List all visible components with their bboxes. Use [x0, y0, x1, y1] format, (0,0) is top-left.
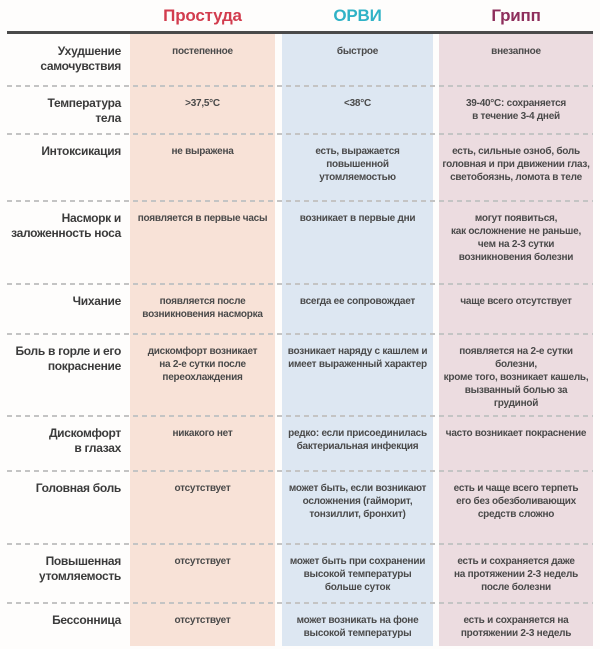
row-label: Головная боль	[35, 481, 122, 495]
orvi-cell: есть, выражается повышенной утомляемость…	[315, 146, 400, 183]
cold-cell: отсутствует	[174, 615, 231, 626]
flu-cell: появляется на 2-е сутки болезни, кроме т…	[443, 346, 589, 409]
row-label: Температура тела	[47, 96, 122, 125]
column-header-cold: Простуда	[163, 5, 242, 25]
orvi-cell: редко: если присоединилась бактериальная…	[288, 428, 427, 452]
row-label: Ухудшение самочувствия	[40, 44, 121, 73]
table-row: Повышенная утомляемость отсутствует може…	[0, 544, 600, 604]
column-header-orvi: ОРВИ	[333, 5, 382, 25]
orvi-cell: может быть при сохранении высокой темпер…	[289, 556, 426, 593]
cold-cell: появляется в первые часы	[137, 213, 268, 224]
cold-cell: никакого нет	[172, 428, 233, 439]
cold-cell: >37,5°С	[185, 98, 220, 109]
flu-cell: есть и чаще всего терпеть его без обезбо…	[453, 483, 579, 520]
flu-cell: есть, сильные озноб, боль головная и при…	[442, 146, 590, 183]
flu-cell: 39-40°С: сохраняется в течение 3-4 дней	[465, 98, 567, 122]
header-divider	[7, 31, 593, 34]
orvi-cell: может быть, если возникают осложнения (г…	[288, 483, 427, 520]
column-header-flu: Грипп	[491, 5, 541, 25]
orvi-cell: быстрое	[336, 46, 379, 57]
orvi-cell: возникает наряду с кашлем и имеет выраже…	[287, 346, 428, 370]
table-row: Температура тела >37,5°С <38°С 39-40°С: …	[0, 86, 600, 135]
flu-cell: часто возникает покраснение	[445, 428, 587, 439]
orvi-cell: <38°С	[344, 98, 371, 109]
orvi-cell: всегда ее сопровождает	[299, 296, 416, 307]
table-header: Простуда ОРВИ Грипп	[0, 0, 600, 31]
row-label: Интоксикация	[41, 144, 121, 158]
table-body: Ухудшение самочувствия постепенное быстр…	[0, 34, 600, 646]
table-row: Чихание появляется после возникновения н…	[0, 284, 600, 335]
flu-cell: есть и сохраняется на протяжении 2-3 нед…	[460, 615, 572, 639]
table-row: Интоксикация не выражена есть, выражаетс…	[0, 134, 600, 202]
row-label: Насморк и заложенность носа	[11, 211, 121, 240]
orvi-cell: может возникать на фоне высокой температ…	[296, 615, 419, 639]
cold-cell: дискомфорт возникает на 2-е сутки после …	[147, 346, 258, 383]
flu-cell: чаще всего отсутствует	[460, 296, 572, 307]
flu-cell: могут появиться, как осложнение не раньш…	[451, 213, 581, 263]
cold-cell: появляется после возникновения насморка	[142, 296, 263, 320]
table-row: Ухудшение самочувствия постепенное быстр…	[0, 34, 600, 87]
cold-cell: постепенное	[172, 46, 233, 57]
table-row: Дискомфорт в глазах никакого нет редко: …	[0, 416, 600, 472]
table-row: Бессонница отсутствует может возникать н…	[0, 603, 600, 646]
flu-cell: есть и сохраняется даже на протяжении 2-…	[454, 556, 578, 593]
row-label: Чихание	[72, 294, 122, 308]
row-label: Повышенная утомляемость	[39, 554, 121, 583]
cold-cell: не выражена	[171, 146, 234, 157]
row-label: Бессонница	[52, 613, 121, 627]
cold-cell: отсутствует	[174, 556, 231, 567]
row-label: Боль в горле и его покраснение	[15, 344, 121, 373]
row-label: Дискомфорт в глазах	[48, 426, 121, 455]
table-row: Насморк и заложенность носа появляется в…	[0, 201, 600, 285]
cold-cell: отсутствует	[174, 483, 231, 494]
table-row: Боль в горле и его покраснение дискомфор…	[0, 334, 600, 417]
flu-cell: внезапное	[491, 46, 541, 57]
table-row: Головная боль отсутствует может быть, ес…	[0, 471, 600, 545]
orvi-cell: возникает в первые дни	[299, 213, 416, 224]
